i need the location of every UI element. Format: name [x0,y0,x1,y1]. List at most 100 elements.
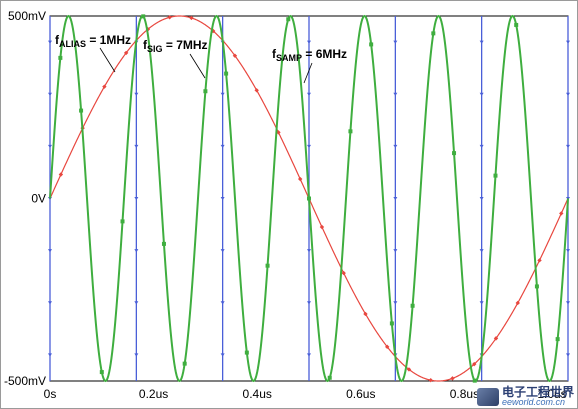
alias-series-marker [493,336,499,341]
sample-marker [393,144,398,149]
sample-marker [220,353,225,357]
sample-marker [307,92,311,97]
annotation-signal: fSIG = 7MHz [143,38,208,54]
annotation-alias-leader [99,47,116,73]
alias-series-marker [189,15,194,21]
signal-series-marker [431,31,436,36]
sample-marker [566,301,570,305]
sample-marker [307,40,311,44]
sample-marker [479,249,484,253]
signal-series-marker [265,263,270,268]
sample-marker [220,249,225,253]
sample-marker [134,301,139,305]
signal-series-marker [534,284,539,289]
signal-series-marker [244,350,249,355]
annotation-signal-leader [189,53,206,79]
sample-marker [479,301,484,305]
alias-series-marker [385,344,390,350]
signal-series-marker [224,71,229,76]
y-tick-label: 0V [31,192,46,206]
signal-series-marker [348,129,353,134]
signal-series-marker [161,241,166,246]
sample-marker [566,92,570,97]
annotation-sampling-leader [303,62,313,84]
sample-marker [134,249,139,253]
sample-marker [48,40,52,44]
signal-series-marker [99,370,104,375]
sample-marker [566,353,570,357]
watermark: 电子工程世界 eeworld.com.cn [476,385,574,407]
x-tick-label: 0.4us [243,387,272,401]
sample-marker [220,301,225,305]
signal-series-marker [452,151,457,156]
alias-series-marker [297,176,303,182]
signal-series-marker [327,375,332,380]
alias-series-marker [58,172,64,177]
watermark-en: eeworld.com.cn [501,397,566,407]
alias-series-marker [559,211,564,216]
sample-marker [393,249,398,253]
sample-marker [220,144,225,149]
alias-series-marker [537,258,542,263]
signal-series-marker [514,22,519,27]
sample-marker [307,249,311,253]
alias-series-marker [341,270,346,276]
sample-marker [48,92,52,97]
annotation-alias: fALIAS = 1MHz [55,33,131,49]
sample-marker [48,144,52,149]
signal-series-marker [307,196,311,201]
sample-marker [479,144,484,149]
sample-marker [566,40,570,44]
x-tick-label: 0.8us [450,387,479,401]
signal-series-marker [555,337,560,342]
sample-marker [134,353,139,357]
signal-series-marker [141,14,146,19]
sample-marker [307,144,311,149]
x-tick-label: 1.0us [537,387,566,401]
sample-marker [566,144,570,149]
sample-marker [479,197,484,201]
alias-series-marker [167,15,172,20]
signal-series-marker [182,361,187,366]
x-tick-label: 0.2us [139,387,168,401]
sample-marker [220,197,225,201]
alias-series-marker [450,376,455,381]
alias-series-marker [472,361,477,367]
signal-series-marker [410,303,415,308]
signal-series-marker [286,17,291,22]
signal-series-marker [493,173,498,178]
sample-marker [134,197,139,201]
sample-marker [220,92,225,97]
annotation-sampling: fSAMP = 6MHz [272,47,347,63]
signal-series-marker [389,321,394,326]
sample-marker [134,144,139,149]
sample-marker [48,353,52,357]
sample-marker [307,353,311,357]
watermark-logo [476,387,499,406]
sample-marker [566,249,570,253]
alias-series-marker [319,224,325,230]
watermark-cn: 电子工程世界 [501,385,574,399]
signal-series-marker [120,219,125,224]
sample-marker [307,301,311,305]
signal-series-marker [58,55,63,60]
alias-series-marker [254,88,259,93]
sample-marker [393,40,398,44]
alias-series-marker [123,50,129,56]
alias-series-marker [232,53,238,58]
sample-marker [393,92,398,97]
sample-marker [48,301,52,305]
x-tick-label: 0s [44,387,57,401]
signal-series-marker [203,89,208,94]
y-tick-label: 500mV [8,9,46,23]
sample-marker [479,40,484,44]
alias-series-marker [363,311,368,317]
alias-series-marker [428,377,433,383]
y-tick-label: -500mV [4,374,46,388]
signal-series-marker [472,378,477,383]
alias-series-marker [515,300,520,306]
alias-series-marker [406,367,412,372]
x-tick-label: 0.6us [346,387,375,401]
sample-marker [134,92,139,97]
